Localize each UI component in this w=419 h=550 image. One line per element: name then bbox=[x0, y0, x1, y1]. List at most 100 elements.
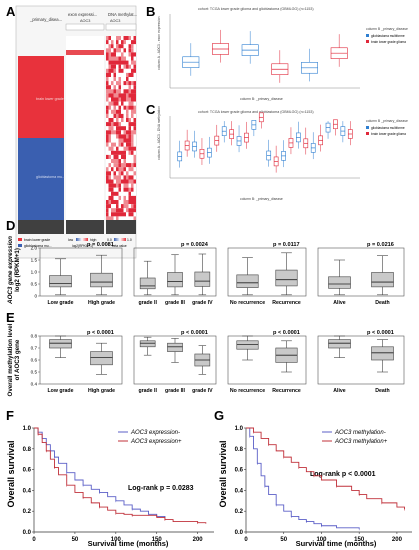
methylation-cell bbox=[108, 204, 111, 209]
panel-f-legend-1: AOC3 expression- bbox=[130, 430, 180, 436]
legend-label-lgg: brain lower grade bbox=[24, 238, 50, 242]
methylation-cell bbox=[128, 146, 131, 151]
expr-scale-low: low bbox=[68, 238, 74, 242]
methylation-cell bbox=[128, 89, 131, 94]
methylation-cell bbox=[108, 175, 111, 180]
methylation-cell bbox=[113, 154, 116, 159]
methylation-cell bbox=[131, 64, 134, 69]
methylation-cell bbox=[106, 216, 109, 221]
methylation-cell bbox=[106, 212, 109, 217]
methylation-cell bbox=[121, 89, 124, 94]
methylation-cell bbox=[118, 109, 121, 114]
panel-e-ylabel-2: of AOC3 gene bbox=[14, 339, 21, 380]
panel-b-boxes bbox=[182, 29, 348, 83]
methylation-cell bbox=[106, 72, 109, 77]
methylation-cell bbox=[111, 68, 114, 73]
methylation-cell bbox=[123, 126, 126, 131]
methylation-cell bbox=[113, 171, 116, 176]
methylation-cell bbox=[131, 163, 134, 168]
expression-high-band bbox=[66, 50, 104, 55]
methylation-cell bbox=[121, 146, 124, 151]
methylation-cell bbox=[133, 93, 136, 98]
methylation-cell bbox=[108, 109, 111, 114]
p-value: p = 0.0081 bbox=[87, 242, 114, 248]
panel-g-survival: Overall survival Survival time (months) … bbox=[218, 426, 412, 548]
box bbox=[90, 272, 113, 288]
methylation-cell bbox=[133, 64, 136, 69]
box bbox=[194, 271, 211, 287]
methylation-cell bbox=[106, 122, 109, 127]
methylation-cell bbox=[133, 130, 136, 135]
panel-f-legend-2: AOC3 expression+ bbox=[130, 439, 182, 445]
methylation-cell bbox=[111, 52, 114, 57]
methylation-cell bbox=[133, 72, 136, 77]
methylation-cell bbox=[133, 85, 136, 90]
methylation-cell bbox=[121, 130, 124, 135]
methylation-cell bbox=[111, 48, 114, 53]
category-label: Death bbox=[375, 300, 389, 306]
p-value: p < 0.0001 bbox=[273, 330, 300, 336]
methylation-cell bbox=[111, 109, 114, 114]
methylation-cell bbox=[118, 89, 121, 94]
methylation-cell bbox=[108, 77, 111, 82]
methylation-cell bbox=[126, 159, 129, 164]
methylation-cell bbox=[133, 81, 136, 86]
methylation-cell bbox=[123, 130, 126, 135]
panel-c-title: cohort: TCGA lower grade glioma and glio… bbox=[198, 110, 314, 114]
methylation-cell bbox=[121, 150, 124, 155]
ytick-label: 0.6 bbox=[235, 468, 244, 474]
methylation-cell bbox=[133, 40, 136, 45]
methylation-cell bbox=[123, 191, 126, 196]
methylation-cell bbox=[121, 81, 124, 86]
methylation-cell bbox=[113, 208, 116, 213]
methylation-cell bbox=[116, 134, 119, 139]
methylation-cell bbox=[128, 200, 131, 205]
methylation-cell bbox=[131, 101, 134, 106]
methylation-cell bbox=[116, 216, 119, 221]
panel-c-legend-swatch-2 bbox=[366, 132, 369, 135]
methylation-cell bbox=[133, 44, 136, 49]
methylation-cell bbox=[108, 93, 111, 98]
methylation-cell bbox=[131, 142, 134, 147]
methylation-cell bbox=[126, 93, 129, 98]
panel-c-boxplot: cohort: TCGA lower grade glioma and glio… bbox=[157, 106, 408, 201]
methylation-cell bbox=[123, 36, 126, 41]
panel-e-ylabel-1: Overall methylation level bbox=[7, 323, 14, 396]
methylation-cell bbox=[118, 85, 121, 90]
category-label: No recurrence bbox=[230, 388, 265, 394]
methylation-cell bbox=[126, 183, 129, 188]
legend-swatch-lgg bbox=[18, 238, 22, 241]
methylation-cell bbox=[118, 93, 121, 98]
methylation-cell bbox=[106, 109, 109, 114]
panel-f-xlabel: Survival time (months) bbox=[88, 539, 169, 548]
methylation-cell bbox=[108, 183, 111, 188]
methylation-cell bbox=[121, 40, 124, 45]
methylation-cell bbox=[123, 171, 126, 176]
methylation-cell bbox=[106, 118, 109, 123]
methylation-cell bbox=[133, 113, 136, 118]
methylation-cell bbox=[111, 64, 114, 69]
methylation-cell bbox=[108, 89, 111, 94]
methylation-cell bbox=[118, 36, 121, 41]
panel-letter-e: E bbox=[6, 310, 15, 325]
expr-scale-bar bbox=[76, 238, 88, 241]
methylation-cell bbox=[116, 130, 119, 135]
methylation-cell bbox=[128, 109, 131, 114]
methylation-cell bbox=[128, 142, 131, 147]
methylation-cell bbox=[108, 56, 111, 61]
methylation-cell bbox=[111, 216, 114, 221]
methylation-cell bbox=[126, 101, 129, 106]
methylation-cell bbox=[116, 113, 119, 118]
methylation-cell bbox=[111, 130, 114, 135]
methylation-cell bbox=[106, 93, 109, 98]
methylation-cell bbox=[116, 118, 119, 123]
methylation-cell bbox=[123, 154, 126, 159]
meth-scale-max: 1.0 bbox=[127, 238, 132, 242]
ytick-label: 0.4 bbox=[23, 488, 32, 494]
category-label: High grade bbox=[88, 388, 115, 394]
methylation-cell bbox=[121, 175, 124, 180]
methylation-cell bbox=[128, 163, 131, 168]
methylation-cell bbox=[106, 142, 109, 147]
methylation-cell bbox=[133, 138, 136, 143]
panel-c-legend-2: brain lower grade glioma bbox=[371, 132, 406, 136]
